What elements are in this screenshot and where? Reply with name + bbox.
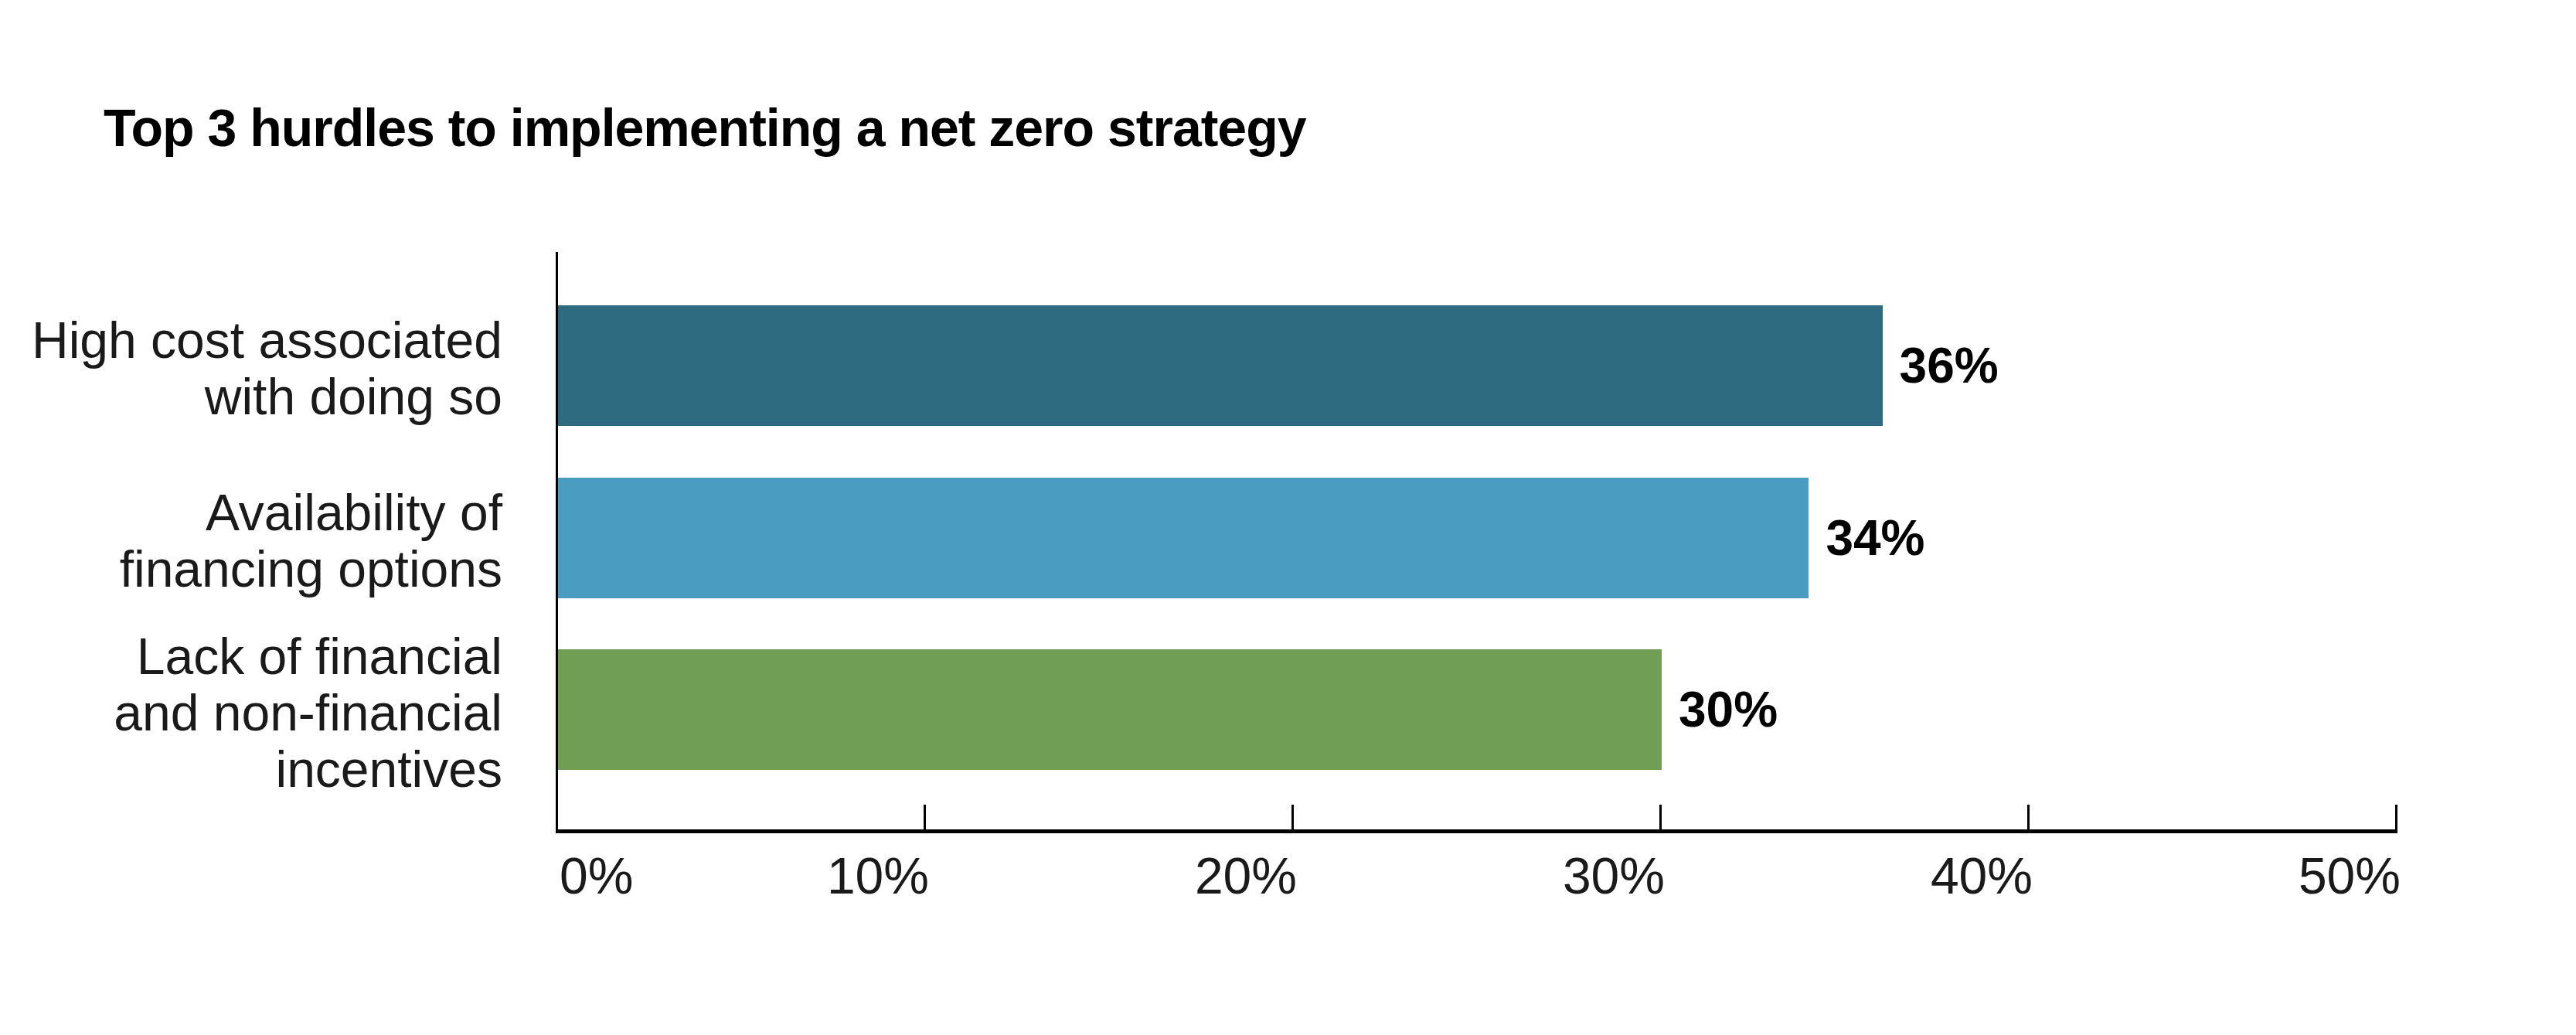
category-label: Availability of financing options (120, 485, 502, 598)
x-axis-tick (2027, 805, 2030, 829)
x-axis-line (556, 829, 2397, 833)
x-axis-tick (2395, 805, 2397, 829)
x-axis-tick (924, 805, 926, 829)
bar (558, 478, 1809, 598)
x-tick-label: 0% (560, 850, 633, 901)
bar-value-label: 36% (1900, 337, 1999, 394)
bar-value-label: 34% (1826, 509, 1924, 567)
x-tick-label: 20% (1195, 850, 1297, 901)
bar (558, 305, 1883, 426)
x-axis-tick (1291, 805, 1294, 829)
x-tick-label: 10% (827, 850, 929, 901)
bar-value-label: 30% (1679, 681, 1778, 738)
chart-title: Top 3 hurdles to implementing a net zero… (104, 101, 1306, 154)
x-tick-label: 40% (1931, 850, 2033, 901)
plot-area: 36%34%30%0%10%20%30%40%50% (558, 252, 2397, 832)
x-tick-label: 50% (2299, 850, 2401, 901)
category-label: Lack of financial and non-financial ince… (114, 628, 502, 798)
x-axis-tick (1659, 805, 1662, 829)
x-tick-label: 30% (1563, 850, 1665, 901)
category-labels: High cost associated with doing so Availa… (0, 252, 502, 832)
category-label: High cost associated with doing so (32, 312, 502, 425)
bar (558, 649, 1662, 770)
